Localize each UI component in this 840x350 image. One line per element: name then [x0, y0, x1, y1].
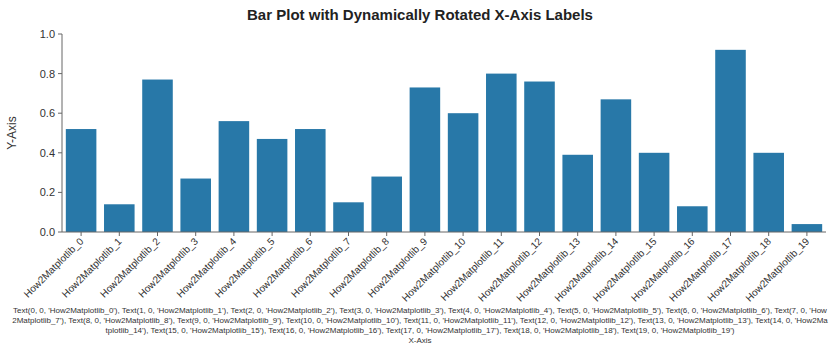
bar — [219, 121, 250, 232]
x-tick — [730, 232, 731, 236]
x-tick — [272, 232, 273, 236]
x-tick-label: How2Matplotlib_15 — [591, 235, 659, 303]
x-tick-label: How2Matplotlib_12 — [476, 235, 544, 303]
bar — [524, 82, 555, 232]
x-tick — [615, 232, 616, 236]
x-tick — [806, 232, 807, 236]
x-tick — [348, 232, 349, 236]
bar — [142, 80, 173, 232]
y-tick-label: 0.2 — [40, 186, 55, 198]
axes: 0.00.20.40.60.81.0How2Matplotlib_0How2Ma… — [22, 28, 826, 304]
y-tick — [58, 152, 62, 153]
x-tick-label: How2Matplotlib_17 — [667, 235, 735, 303]
bars — [66, 50, 822, 232]
x-tick-label: How2Matplotlib_16 — [629, 235, 697, 303]
y-tick-label: 1.0 — [40, 28, 55, 40]
x-tick — [768, 232, 769, 236]
x-tick — [119, 232, 120, 236]
x-tick — [654, 232, 655, 236]
y-tick — [58, 192, 62, 193]
x-tick-label: How2Matplotlib_14 — [552, 235, 620, 303]
bar — [104, 204, 135, 232]
bar — [295, 129, 326, 232]
title: Bar Plot with Dynamically Rotated X-Axis… — [247, 6, 593, 23]
bar — [448, 113, 479, 232]
page: {"chart_data": {"type": "bar", "title": … — [0, 0, 840, 350]
bar — [715, 50, 746, 232]
x-tick-label: How2Matplotlib_10 — [400, 235, 468, 303]
x-axis-label: Text(0, 0, 'How2Matplotlib_0'), Text(1, … — [0, 306, 840, 348]
bar — [639, 153, 670, 232]
bar — [333, 202, 364, 232]
x-tick-label: How2Matplotlib_13 — [514, 235, 582, 303]
y-tick — [58, 232, 62, 233]
bar — [601, 99, 632, 232]
y-tick — [58, 34, 62, 35]
x-tick — [195, 232, 196, 236]
x-tick — [424, 232, 425, 236]
bar — [753, 153, 784, 232]
y-tick — [58, 113, 62, 114]
y-tick-label: 0.6 — [40, 107, 55, 119]
x-tick — [233, 232, 234, 236]
x-tick — [463, 232, 464, 236]
y-tick-label: 0.4 — [40, 147, 55, 159]
x-axis-line — [62, 232, 826, 233]
bar — [562, 155, 593, 232]
y-tick-label: 0.8 — [40, 68, 55, 80]
bar — [66, 129, 97, 232]
y-tick-label: 0.0 — [40, 226, 55, 238]
x-tick — [539, 232, 540, 236]
bar — [180, 179, 211, 232]
bar — [410, 87, 441, 232]
x-tick — [310, 232, 311, 236]
y-axis-line — [62, 34, 63, 232]
x-tick — [577, 232, 578, 236]
bar — [792, 224, 823, 232]
bar — [486, 74, 517, 232]
bar — [371, 177, 402, 232]
y-axis-label: Y-Axis — [5, 116, 19, 150]
chart-svg: Bar Plot with Dynamically Rotated X-Axis… — [0, 0, 840, 306]
x-tick — [386, 232, 387, 236]
x-tick — [157, 232, 158, 236]
x-tick — [81, 232, 82, 236]
chart: Bar Plot with Dynamically Rotated X-Axis… — [0, 0, 840, 348]
bar — [257, 139, 288, 232]
x-tick — [501, 232, 502, 236]
y-tick — [58, 73, 62, 74]
x-tick-label: How2Matplotlib_19 — [743, 235, 811, 303]
bar — [677, 206, 708, 232]
x-tick-label: How2Matplotlib_11 — [438, 235, 506, 303]
x-tick — [692, 232, 693, 236]
x-tick-label: How2Matplotlib_18 — [705, 235, 773, 303]
